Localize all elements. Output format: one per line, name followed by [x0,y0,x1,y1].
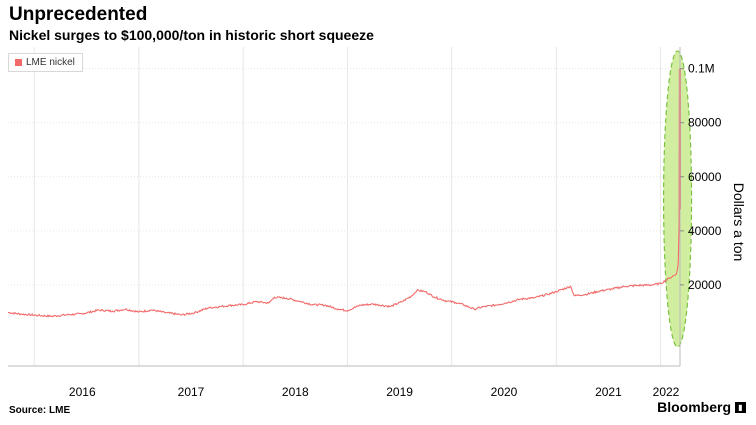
brand-text: Bloomberg [657,399,731,415]
bloomberg-logo: Bloomberg ▮ [657,399,746,415]
legend-swatch-lme-nickel [15,59,22,66]
x-tick-label-2020: 2020 [491,385,518,399]
y-axis-label: Dollars a ton [731,183,747,262]
y-tick-label-40000: 40000 [688,224,722,238]
axes-group [8,47,684,367]
chart-subtitle: Nickel surges to $100,000/ton in histori… [9,27,374,43]
highlight-ellipse [662,50,693,348]
y-tick-label-20000: 20000 [688,278,722,292]
y-tick-label-0.1M: 0.1M [688,62,715,76]
source-note: Source: LME [9,405,71,416]
x-tick-label-2021: 2021 [595,385,622,399]
y-tick-label-60000: 60000 [688,170,722,184]
y-tick-label-80000: 80000 [688,116,722,130]
x-tick-label-2016: 2016 [69,385,96,399]
bloomberg-mark-icon: ▮ [735,401,746,413]
x-tick-label-2017: 2017 [178,385,205,399]
y-tick-labels: 20000 40000 60000 80000 0.1M [688,62,722,292]
series-line-lme-nickel [7,68,681,318]
legend: LME nickel [8,53,83,72]
x-tick-label-2022: 2022 [653,385,680,399]
chart-title: Unprecedented [9,4,148,25]
highlight-ellipse-group [662,50,693,348]
x-tick-label-2019: 2019 [386,385,413,399]
x-tick-label-2018: 2018 [282,385,309,399]
gridlines [8,47,680,366]
series-group [7,68,681,318]
legend-label-lme-nickel: LME nickel [26,57,75,68]
x-tick-labels: 2016 2017 2018 2019 2020 2021 2022 [69,385,680,399]
